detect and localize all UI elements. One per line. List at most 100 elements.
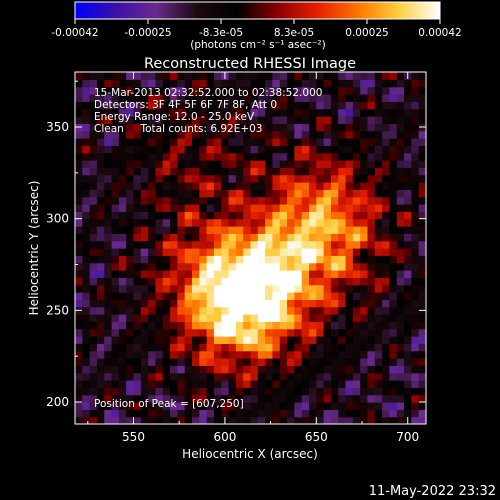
heatmap-cell xyxy=(118,292,127,300)
heatmap-cell xyxy=(330,130,339,139)
heatmap-cell xyxy=(126,248,135,256)
heatmap-cell xyxy=(404,314,412,322)
heatmap-cell xyxy=(118,218,127,227)
heatmap-cell xyxy=(367,255,376,264)
heatmap-cell xyxy=(126,350,135,359)
heatmap-cell xyxy=(294,255,303,264)
heatmap-cell xyxy=(374,101,383,110)
heatmap-cell xyxy=(309,86,317,95)
heatmap-cell xyxy=(316,94,325,102)
heatmap-cell xyxy=(206,336,215,344)
heatmap-cell xyxy=(338,79,347,88)
heatmap-cell xyxy=(389,262,398,271)
heatmap-cell xyxy=(228,182,237,190)
heatmap-cell xyxy=(162,343,171,352)
heatmap-cell xyxy=(133,314,142,322)
heatmap-cell xyxy=(96,328,105,337)
heatmap-cell xyxy=(75,240,83,249)
heatmap-cell xyxy=(272,343,281,352)
heatmap-cell xyxy=(250,226,259,234)
heatmap-cell xyxy=(323,94,332,102)
heatmap-cell xyxy=(118,277,127,286)
heatmap-cell xyxy=(352,94,361,102)
heatmap-cell xyxy=(389,174,398,183)
heatmap-cell xyxy=(104,394,113,403)
heatmap-cell xyxy=(162,189,171,198)
heatmap-cell xyxy=(345,372,354,381)
colorbar-tick-label: -8.3e-05 xyxy=(199,27,243,39)
colorbar-tick-label: -0.00025 xyxy=(124,27,171,39)
heatmap-cell xyxy=(345,123,354,132)
heatmap-cell xyxy=(235,196,244,205)
heatmap-cell xyxy=(243,416,252,424)
heatmap-cell xyxy=(206,240,215,249)
heatmap-cell xyxy=(206,358,215,366)
heatmap-cell xyxy=(265,306,274,315)
heatmap-cell xyxy=(287,343,295,352)
heatmap-cell xyxy=(155,372,164,381)
heatmap-cell xyxy=(396,343,405,352)
heatmap-cell xyxy=(316,116,325,124)
heatmap-cell xyxy=(228,152,237,161)
heatmap-cell xyxy=(170,358,178,366)
heatmap-cell xyxy=(411,218,420,227)
heatmap-cell xyxy=(294,174,303,183)
heatmap-cell xyxy=(338,409,347,418)
heatmap-cell xyxy=(404,204,412,212)
heatmap-cell xyxy=(140,365,149,374)
heatmap-cell xyxy=(140,174,149,183)
heatmap-cell xyxy=(352,196,361,205)
heatmap-cell xyxy=(279,160,288,168)
heatmap-cell xyxy=(404,211,412,220)
heatmap-cell xyxy=(382,101,391,110)
heatmap-cell xyxy=(148,226,157,234)
heatmap-cell xyxy=(287,402,295,410)
heatmap-cell xyxy=(396,240,405,249)
heatmap-cell xyxy=(257,270,266,278)
heatmap-cell xyxy=(352,321,361,330)
heatmap-cell xyxy=(382,174,391,183)
heatmap-cell xyxy=(235,306,244,315)
heatmap-cell xyxy=(213,174,222,183)
heatmap-cell xyxy=(162,416,171,424)
annotation-time-range: 15-Mar-2013 02:32:52.000 to 02:38:52.000 xyxy=(94,87,322,99)
heatmap-cell xyxy=(265,211,274,220)
heatmap-cell xyxy=(82,380,91,388)
heatmap-cell xyxy=(126,255,135,264)
heatmap-cell xyxy=(301,233,310,242)
heatmap-cell xyxy=(367,372,376,381)
heatmap-cell xyxy=(221,284,230,293)
heatmap-cell xyxy=(96,167,105,176)
heatmap-cell xyxy=(418,314,426,322)
heatmap-cell xyxy=(118,160,127,168)
heatmap-cell xyxy=(396,409,405,418)
heatmap-cell xyxy=(213,116,222,124)
heatmap-cell xyxy=(374,108,383,117)
heatmap-cell xyxy=(265,101,274,110)
heatmap-cell xyxy=(257,314,266,322)
heatmap-cell xyxy=(82,292,91,300)
heatmap-cell xyxy=(235,387,244,396)
heatmap-cell xyxy=(177,248,186,256)
heatmap-cell xyxy=(404,233,412,242)
heatmap-cell xyxy=(213,240,222,249)
heatmap-cell xyxy=(345,387,354,396)
heatmap-cell xyxy=(316,196,325,205)
heatmap-cell xyxy=(257,226,266,234)
heatmap-cell xyxy=(111,218,120,227)
heatmap-cell xyxy=(360,314,369,322)
heatmap-cell xyxy=(140,108,149,117)
heatmap-cell xyxy=(352,72,361,80)
heatmap-cell xyxy=(148,387,157,396)
heatmap-cell xyxy=(118,350,127,359)
heatmap-cell xyxy=(89,284,98,293)
heatmap-cell xyxy=(257,174,266,183)
heatmap-cell xyxy=(272,321,281,330)
heatmap-cell xyxy=(96,248,105,256)
heatmap-cell xyxy=(389,182,398,190)
heatmap-cell xyxy=(155,306,164,315)
heatmap-cell xyxy=(287,365,295,374)
heatmap-cell xyxy=(111,196,120,205)
heatmap-cell xyxy=(82,167,91,176)
heatmap-cell xyxy=(272,138,281,146)
